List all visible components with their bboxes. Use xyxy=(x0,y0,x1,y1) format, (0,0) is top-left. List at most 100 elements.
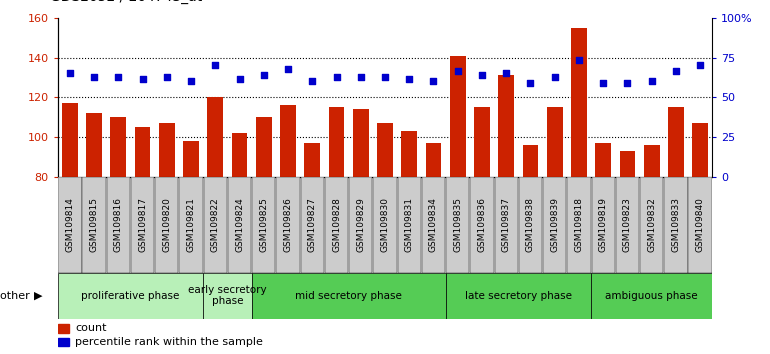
FancyBboxPatch shape xyxy=(519,177,542,273)
Bar xyxy=(450,56,466,177)
FancyBboxPatch shape xyxy=(470,177,494,273)
Point xyxy=(500,70,512,76)
Bar xyxy=(135,127,150,177)
Text: GSM109827: GSM109827 xyxy=(308,197,316,252)
Point xyxy=(258,73,270,78)
Bar xyxy=(207,97,223,177)
FancyBboxPatch shape xyxy=(204,177,227,273)
FancyBboxPatch shape xyxy=(616,177,639,273)
Text: mid secretory phase: mid secretory phase xyxy=(295,291,402,301)
Bar xyxy=(377,123,393,177)
Point xyxy=(476,73,488,78)
Point xyxy=(524,81,537,86)
Bar xyxy=(232,133,247,177)
FancyBboxPatch shape xyxy=(252,177,276,273)
Text: GSM109824: GSM109824 xyxy=(235,198,244,252)
Text: GSM109833: GSM109833 xyxy=(671,197,681,252)
Point xyxy=(597,81,609,86)
Bar xyxy=(110,117,126,177)
Text: GSM109819: GSM109819 xyxy=(598,197,608,252)
FancyBboxPatch shape xyxy=(446,273,591,319)
Point xyxy=(573,57,585,62)
Bar xyxy=(353,109,369,177)
Point xyxy=(403,76,415,82)
FancyBboxPatch shape xyxy=(446,177,470,273)
Text: count: count xyxy=(75,324,107,333)
Bar xyxy=(58,338,69,347)
Bar xyxy=(183,141,199,177)
Bar xyxy=(668,107,684,177)
FancyBboxPatch shape xyxy=(58,273,203,319)
Bar xyxy=(620,151,635,177)
Point xyxy=(185,79,197,84)
Bar xyxy=(62,103,78,177)
Text: GSM109825: GSM109825 xyxy=(259,197,268,252)
FancyBboxPatch shape xyxy=(59,177,82,273)
Text: early secretory
phase: early secretory phase xyxy=(188,285,266,307)
Point xyxy=(670,69,682,74)
Point xyxy=(306,79,319,84)
Text: GSM109822: GSM109822 xyxy=(211,198,219,252)
Point xyxy=(548,75,561,80)
Text: GSM109815: GSM109815 xyxy=(89,197,99,252)
Point xyxy=(64,70,76,76)
Text: GSM109840: GSM109840 xyxy=(695,197,705,252)
FancyBboxPatch shape xyxy=(156,177,179,273)
Text: GSM109836: GSM109836 xyxy=(477,197,487,252)
Bar xyxy=(571,28,587,177)
FancyBboxPatch shape xyxy=(349,177,373,273)
Point xyxy=(355,75,367,80)
Text: GSM109814: GSM109814 xyxy=(65,197,75,252)
FancyBboxPatch shape xyxy=(422,177,445,273)
Text: GSM109817: GSM109817 xyxy=(138,197,147,252)
FancyBboxPatch shape xyxy=(107,177,130,273)
FancyBboxPatch shape xyxy=(228,177,251,273)
Bar xyxy=(644,145,660,177)
FancyBboxPatch shape xyxy=(300,177,324,273)
FancyBboxPatch shape xyxy=(252,273,446,319)
FancyBboxPatch shape xyxy=(325,177,348,273)
Text: ▶: ▶ xyxy=(34,291,42,301)
Bar xyxy=(280,105,296,177)
Text: GSM109830: GSM109830 xyxy=(380,197,390,252)
FancyBboxPatch shape xyxy=(640,177,663,273)
Point xyxy=(233,76,246,82)
Text: GSM109835: GSM109835 xyxy=(454,197,462,252)
FancyBboxPatch shape xyxy=(591,177,614,273)
Bar xyxy=(304,143,320,177)
FancyBboxPatch shape xyxy=(131,177,154,273)
Point xyxy=(136,76,149,82)
Text: GSM109838: GSM109838 xyxy=(526,197,535,252)
Text: GSM109831: GSM109831 xyxy=(405,197,413,252)
Text: proliferative phase: proliferative phase xyxy=(82,291,179,301)
Bar xyxy=(498,75,514,177)
FancyBboxPatch shape xyxy=(543,177,566,273)
FancyBboxPatch shape xyxy=(397,177,421,273)
Point xyxy=(209,63,222,68)
Bar xyxy=(426,143,441,177)
Text: GDS2052 / 204743_at: GDS2052 / 204743_at xyxy=(50,0,203,4)
Text: ambiguous phase: ambiguous phase xyxy=(605,291,698,301)
Bar xyxy=(692,123,708,177)
Text: GSM109820: GSM109820 xyxy=(162,197,172,252)
Text: GSM109832: GSM109832 xyxy=(647,197,656,252)
Text: GSM109839: GSM109839 xyxy=(551,197,559,252)
Point xyxy=(379,75,391,80)
Point xyxy=(330,75,343,80)
FancyBboxPatch shape xyxy=(688,177,711,273)
Point xyxy=(694,63,706,68)
Text: GSM109828: GSM109828 xyxy=(332,197,341,252)
Text: GSM109818: GSM109818 xyxy=(574,197,584,252)
FancyBboxPatch shape xyxy=(494,177,518,273)
Bar xyxy=(547,107,563,177)
FancyBboxPatch shape xyxy=(179,177,203,273)
Point xyxy=(621,81,634,86)
Bar xyxy=(159,123,175,177)
Text: GSM109823: GSM109823 xyxy=(623,197,632,252)
Text: GSM109834: GSM109834 xyxy=(429,197,438,252)
Text: percentile rank within the sample: percentile rank within the sample xyxy=(75,337,263,347)
Bar xyxy=(86,113,102,177)
Text: GSM109816: GSM109816 xyxy=(114,197,123,252)
Point xyxy=(282,67,294,72)
FancyBboxPatch shape xyxy=(591,273,712,319)
